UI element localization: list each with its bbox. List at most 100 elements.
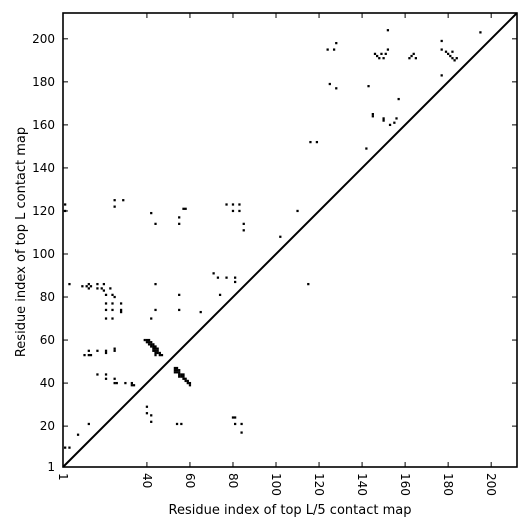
contact-below-point	[231, 416, 235, 419]
y-tick-label: 100	[32, 247, 55, 261]
contact-below-point	[152, 349, 155, 352]
contact-above-point	[378, 57, 381, 60]
contact-above-point	[449, 54, 452, 58]
contact-above-point	[87, 282, 90, 286]
contact-above-point	[479, 31, 482, 34]
contact-below-point	[178, 371, 181, 374]
contact-below-point	[152, 347, 155, 350]
x-tick-label: 1	[56, 473, 70, 481]
contact-above-point	[371, 115, 374, 118]
contact-above-point	[104, 351, 108, 355]
contact-below-point	[182, 375, 185, 378]
y-tick-label: 60	[40, 333, 55, 347]
contact-above-point	[412, 52, 415, 56]
contact-below-point	[154, 351, 157, 355]
y-tick-label: 80	[40, 290, 55, 304]
contact-above-point	[328, 82, 331, 86]
contact-above-point	[335, 41, 338, 45]
x-tick-label: 120	[312, 473, 326, 496]
contact-above-point	[279, 235, 282, 238]
contact-above-point	[85, 285, 88, 288]
contact-above-point	[242, 222, 245, 225]
contact-above-point	[384, 52, 387, 56]
contact-above-point	[150, 317, 153, 320]
contact-above-point	[451, 50, 454, 53]
y-tick-label: 120	[32, 204, 55, 218]
contact-above-point	[386, 48, 390, 51]
contact-above-point	[307, 282, 310, 286]
contact-above-point	[87, 349, 90, 352]
contact-below-point	[152, 343, 155, 346]
contact-above-point	[218, 293, 222, 296]
y-tick-label: 1	[47, 460, 55, 474]
contact-above-point	[154, 222, 157, 225]
contact-above-point	[410, 54, 413, 58]
contact-below-point	[178, 373, 181, 376]
contact-above-point	[225, 203, 228, 206]
x-tick-label: 200	[484, 473, 498, 496]
contact-above-point	[104, 308, 108, 312]
contact-below-point	[173, 366, 177, 370]
x-tick-label: 40	[140, 473, 154, 488]
contact-below-point	[156, 351, 159, 355]
contact-below-point	[156, 347, 159, 350]
contact-above-point	[81, 285, 84, 288]
contact-above-point	[382, 117, 385, 120]
contact-below-point	[154, 347, 157, 350]
contact-above-point	[212, 272, 215, 275]
plot-frame	[62, 12, 518, 468]
x-tick-label: 100	[269, 473, 283, 496]
y-tick-label: 180	[32, 75, 55, 89]
contact-below-point	[175, 366, 179, 370]
contact-above-point	[104, 317, 108, 320]
contact-above-point	[89, 353, 93, 357]
contact-below-point	[145, 341, 149, 344]
y-tick-label: 200	[32, 32, 55, 46]
contact-above-point	[124, 381, 127, 385]
contact-above-point	[87, 287, 90, 290]
contact-above-point	[332, 48, 336, 51]
contact-below-point	[150, 414, 153, 417]
diagonal-line	[62, 12, 518, 468]
contact-above-point	[182, 207, 185, 210]
y-tick-label: 40	[40, 376, 55, 390]
contact-above-point	[242, 229, 245, 232]
contact-above-point	[184, 207, 187, 210]
contact-below-point	[158, 351, 161, 355]
contact-above-point	[113, 205, 116, 208]
contact-above-point	[87, 353, 90, 357]
contact-above-point	[150, 211, 153, 215]
contact-above-point	[440, 74, 443, 77]
contact-above-point	[96, 373, 99, 376]
contact-below-point	[173, 371, 177, 374]
contact-above-point	[83, 353, 86, 357]
contact-below-point	[175, 369, 179, 372]
contact-above-point	[397, 97, 400, 101]
contact-above-point	[111, 293, 114, 296]
contact-above-point	[388, 123, 392, 127]
contact-above-point	[380, 52, 383, 56]
contact-above-point	[447, 52, 450, 56]
contact-above-point	[154, 282, 157, 286]
contact-above-point	[216, 276, 220, 279]
contact-above-point	[451, 57, 454, 60]
x-tick-label: 80	[226, 473, 240, 488]
contact-above-point	[296, 209, 299, 213]
contact-above-point	[178, 216, 181, 219]
contact-above-point	[122, 199, 125, 202]
contact-below-point	[180, 422, 183, 426]
contact-above-point	[96, 282, 99, 286]
contact-above-point	[132, 384, 136, 387]
contact-below-point	[150, 345, 153, 348]
contact-below-point	[186, 381, 189, 385]
contact-above-point	[444, 50, 448, 53]
contact-below-point	[182, 373, 185, 376]
contact-above-point	[113, 377, 116, 380]
contact-below-point	[145, 405, 149, 408]
contact-below-point	[160, 353, 164, 357]
contact-above-point	[130, 384, 133, 387]
contact-above-point	[100, 287, 103, 290]
contact-below-point	[173, 369, 177, 372]
contact-above-point	[234, 276, 237, 279]
